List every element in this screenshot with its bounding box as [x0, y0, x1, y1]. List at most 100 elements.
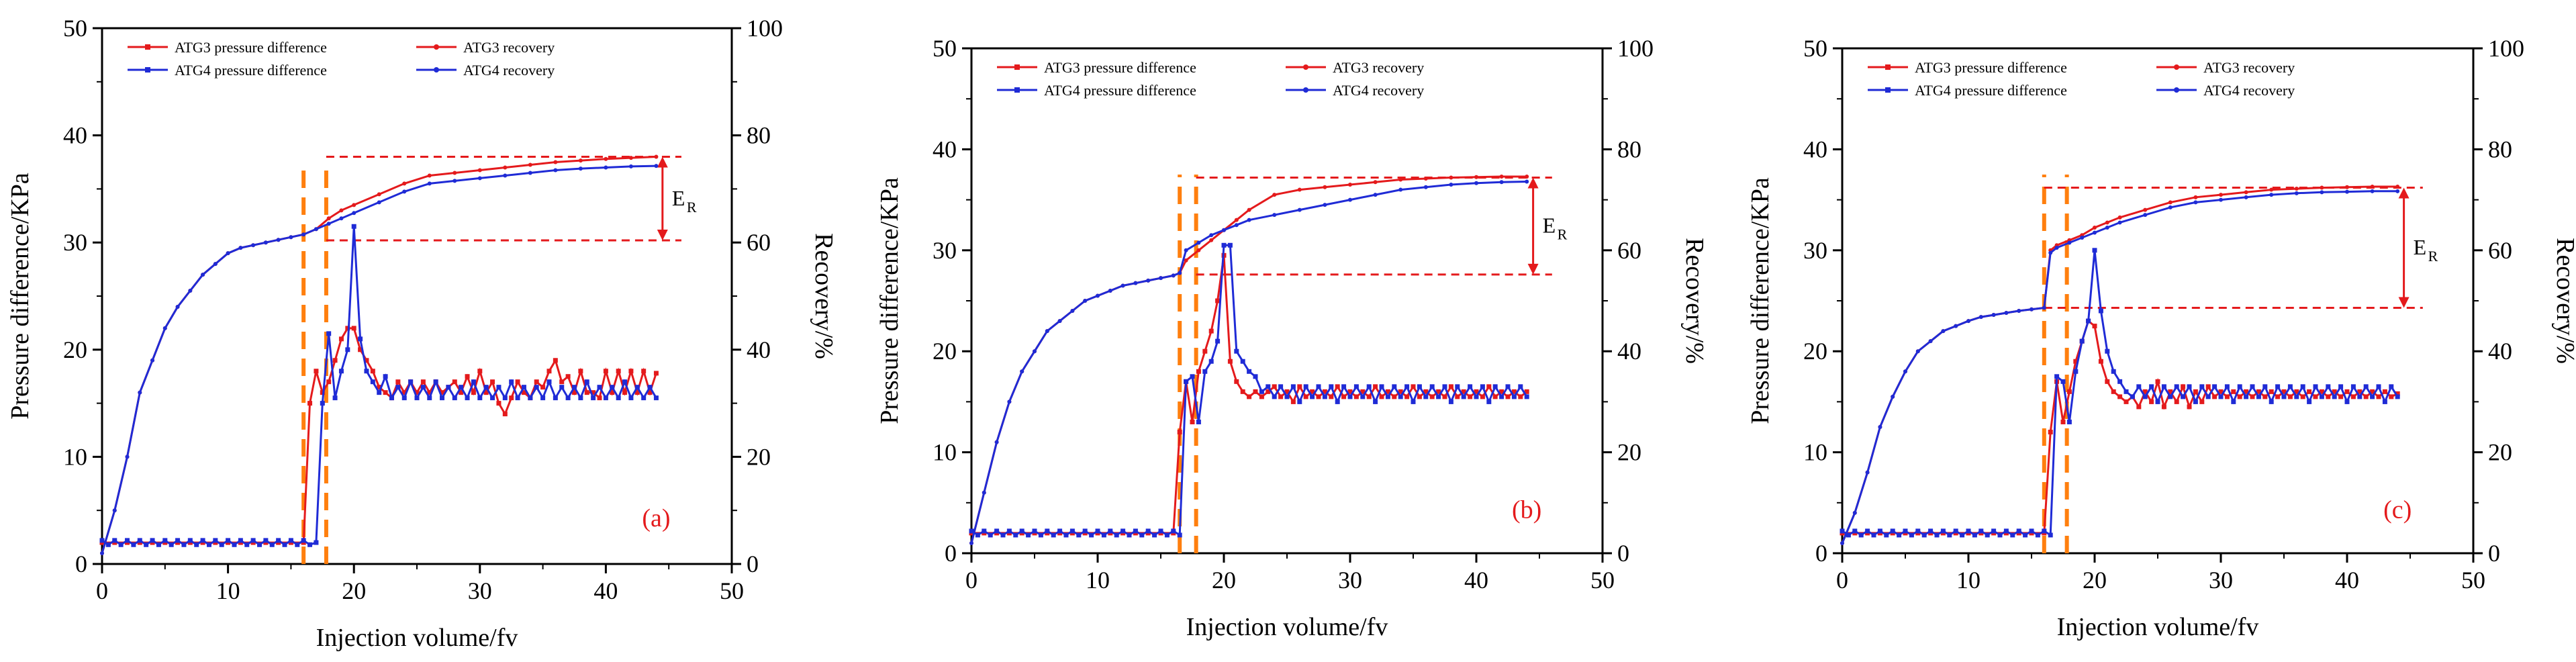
data-point	[2370, 185, 2375, 189]
data-point	[2344, 399, 2350, 404]
data-point	[2205, 394, 2211, 399]
data-point	[2029, 528, 2034, 534]
data-point	[2338, 384, 2344, 389]
data-point	[1026, 532, 1031, 538]
data-point	[1934, 532, 1940, 538]
data-point	[1366, 384, 1372, 389]
legend-swatch-marker	[1885, 87, 1891, 93]
data-point	[408, 379, 414, 385]
data-point	[1158, 528, 1163, 534]
data-point	[2395, 185, 2400, 189]
data-point	[1069, 528, 1075, 534]
data-point	[1903, 528, 1908, 534]
data-point	[502, 395, 508, 401]
data-point	[1398, 394, 1403, 399]
data-point	[1524, 389, 1529, 394]
data-point	[2326, 394, 2331, 399]
legend-swatch-marker	[1303, 64, 1308, 70]
data-point	[2124, 399, 2129, 404]
data-point	[653, 371, 659, 376]
data-point	[1247, 218, 1251, 222]
data-point	[1178, 271, 1182, 275]
data-point	[1385, 389, 1390, 394]
data-point	[1164, 532, 1170, 538]
data-point	[370, 369, 375, 374]
legend-swatch-marker	[145, 44, 150, 50]
data-point	[2287, 394, 2293, 399]
data-point	[2395, 391, 2400, 396]
legend-swatch-marker	[434, 67, 439, 73]
data-point	[654, 164, 659, 169]
data-point	[2219, 193, 2223, 197]
data-point	[2205, 384, 2211, 389]
data-point	[2250, 384, 2255, 389]
data-point	[1499, 394, 1505, 399]
data-point	[1524, 394, 1529, 399]
data-point	[162, 326, 167, 330]
y-right-tick-label: 0	[747, 551, 759, 577]
er-arrow-head-up	[2398, 187, 2410, 199]
data-point	[219, 542, 224, 547]
data-point	[1411, 384, 1416, 389]
data-point	[1272, 384, 1277, 389]
data-point	[1127, 532, 1132, 538]
data-point	[1373, 399, 1378, 404]
x-tick-label: 30	[2209, 567, 2233, 594]
data-point	[1997, 532, 2003, 538]
data-point	[2187, 404, 2192, 410]
data-point	[1045, 329, 1049, 334]
data-point	[1966, 319, 1970, 324]
data-point	[1020, 369, 1024, 374]
data-point	[1177, 430, 1182, 435]
y-left-tick-label: 10	[933, 439, 957, 466]
data-point	[2357, 389, 2363, 394]
data-point	[2042, 305, 2046, 310]
data-point	[1208, 359, 1214, 364]
data-point	[440, 395, 445, 401]
data-point	[2212, 384, 2217, 389]
data-point	[112, 538, 117, 543]
data-point	[377, 390, 382, 395]
er-arrow-head-up	[1527, 177, 1539, 189]
data-point	[496, 385, 502, 390]
y-left-tick-label: 0	[945, 540, 957, 567]
data-point	[1196, 369, 1201, 374]
data-point	[1928, 339, 1933, 344]
y-left-tick-label: 20	[63, 336, 87, 363]
data-point	[2054, 246, 2059, 250]
y-left-tick-label: 50	[63, 15, 87, 42]
data-point	[2281, 394, 2287, 399]
x-tick-label: 30	[468, 577, 492, 604]
data-point	[175, 304, 180, 309]
data-point	[427, 395, 432, 401]
data-point	[1511, 389, 1517, 394]
data-point	[1323, 203, 1327, 207]
data-point	[2244, 389, 2249, 394]
data-point	[553, 160, 558, 164]
data-point	[326, 331, 332, 336]
data-point	[1159, 276, 1163, 281]
x-axis-title: Injection volume/fv	[1186, 613, 1388, 641]
data-point	[2149, 399, 2154, 404]
data-point	[1525, 175, 1529, 179]
data-point	[1884, 532, 1889, 538]
data-point	[395, 379, 401, 385]
data-point	[162, 538, 168, 543]
data-point	[2155, 399, 2160, 404]
data-point	[2244, 394, 2249, 399]
data-point	[1474, 389, 1479, 394]
data-point	[1392, 394, 1397, 399]
y-right-tick-label: 100	[747, 15, 783, 42]
data-point	[2054, 374, 2060, 379]
data-point	[2149, 384, 2154, 389]
data-point	[1404, 384, 1410, 389]
data-point	[1120, 283, 1125, 288]
er-annotation-subscript: R	[687, 199, 697, 216]
data-point	[2269, 187, 2274, 192]
data-point	[471, 390, 476, 395]
legend-label: ATG3 pressure difference	[175, 39, 327, 56]
data-point	[2161, 384, 2166, 389]
data-point	[2142, 394, 2148, 399]
data-point	[1120, 528, 1126, 534]
data-point	[610, 390, 615, 395]
